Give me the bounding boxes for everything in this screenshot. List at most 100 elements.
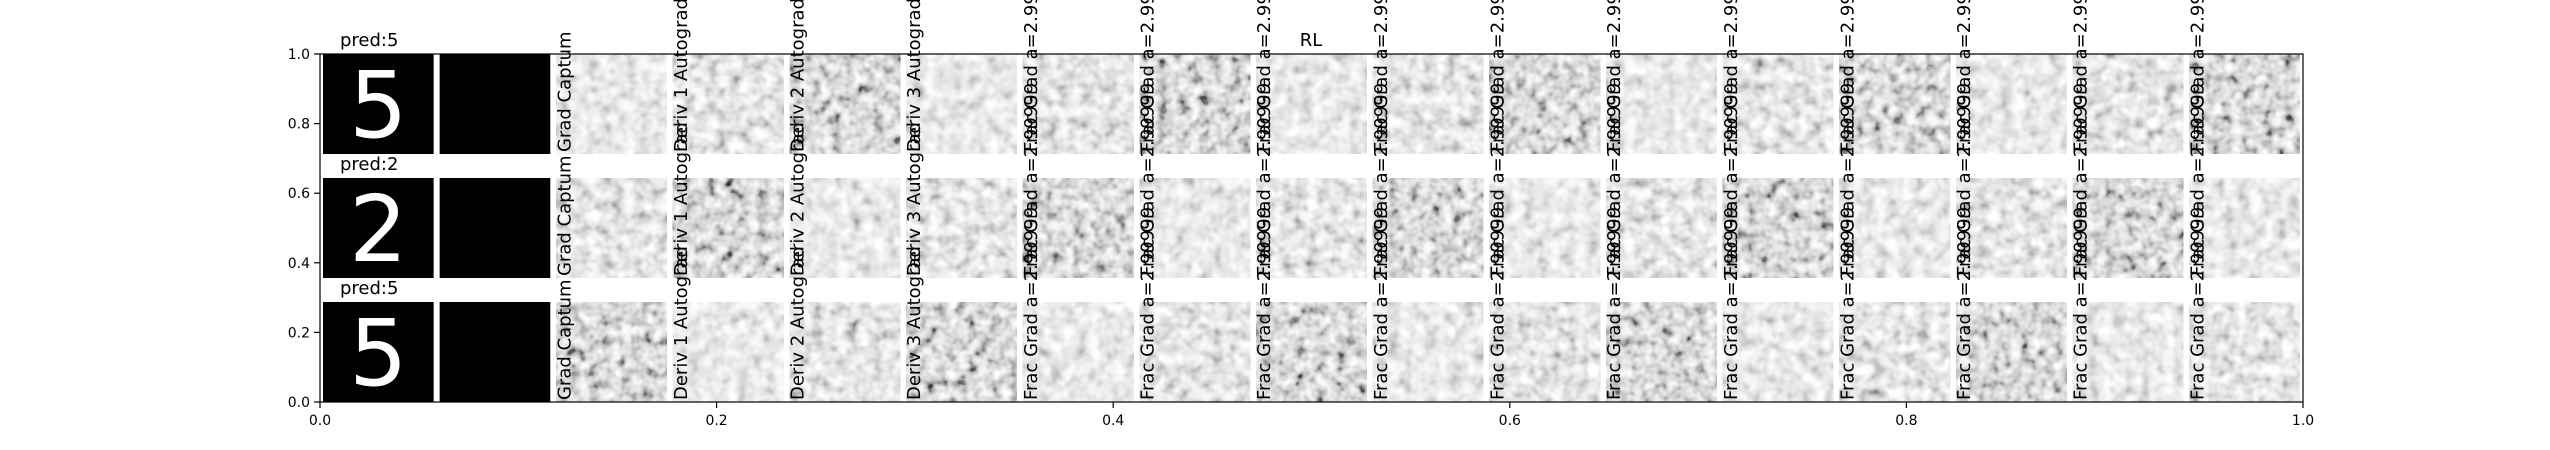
column-label: Frac Grad a=2.99999 — [1021, 83, 1042, 276]
y-tick-label: 0.4 — [288, 256, 310, 272]
attribution-heatmap — [1489, 54, 1601, 154]
attribution-heatmap — [789, 302, 901, 402]
column-label: Frac Grad a=2.99999 — [2071, 0, 2092, 152]
x-tick-label: 0.2 — [705, 413, 727, 429]
prediction-label: pred:5 — [340, 30, 398, 51]
zero-grad-image — [439, 302, 551, 402]
y-tick-label: 1.0 — [288, 47, 310, 63]
column-label: Deriv 1 Autograd — [671, 246, 692, 400]
attribution-heatmap — [2189, 54, 2300, 154]
column-label: Grad Captum — [554, 155, 575, 276]
chart-title: RL — [1300, 30, 1323, 51]
column-label: Frac Grad a=2.99999 — [1721, 83, 1742, 276]
column-label: Frac Grad a=2.99999 — [1954, 0, 1975, 152]
column-label: Deriv 3 Autograd — [904, 122, 925, 276]
column-label: Frac Grad a=2.99999 — [1487, 207, 1508, 400]
column-label: Frac Grad a=2.99999 — [1604, 207, 1625, 400]
zero-grad-image — [439, 178, 551, 278]
y-tick-label: 0.2 — [288, 325, 310, 341]
column-label: Deriv 1 Autograd — [671, 122, 692, 276]
attribution-heatmap — [556, 178, 667, 278]
column-label: Frac Grad a=2.99999 — [1604, 83, 1625, 276]
column-label: Frac Grad a=2.99999 — [1254, 207, 1275, 400]
column-label: Zero Grad — [438, 61, 459, 152]
attribution-heatmap — [1722, 54, 1834, 154]
attribution-heatmap — [1606, 302, 1717, 402]
column-label: Frac Grad a=2.99999 — [1371, 83, 1392, 276]
attribution-heatmap — [1722, 302, 1834, 402]
attribution-heatmap — [1722, 178, 1834, 278]
attribution-heatmap — [1372, 302, 1484, 402]
digit-glyph: 5 — [349, 52, 408, 159]
column-label: Frac Grad a=2.99999 — [1254, 83, 1275, 276]
column-label: Frac Grad a=2.99999 — [2187, 207, 2208, 400]
column-label: Frac Grad a=2.99999 — [1837, 207, 1858, 400]
attribution-heatmap — [1839, 178, 1951, 278]
attribution-heatmap — [672, 54, 784, 154]
attribution-heatmap — [789, 54, 901, 154]
attribution-heatmap — [1139, 178, 1251, 278]
axes-frame — [319, 53, 2304, 403]
column-label: Frac Grad a=2.99999 — [1954, 83, 1975, 276]
prediction-label: pred:5 — [340, 278, 398, 299]
column-label: Frac Grad a=2.99999 — [2071, 83, 2092, 276]
attribution-heatmap — [1022, 302, 1134, 402]
attribution-heatmap — [1956, 54, 2067, 154]
column-label: Zero Grad — [438, 309, 459, 400]
attribution-heatmap — [789, 178, 901, 278]
attribution-heatmap — [1139, 302, 1251, 402]
x-tick-label: 1.0 — [2292, 413, 2314, 429]
attribution-heatmap — [2072, 178, 2184, 278]
attribution-heatmap — [906, 302, 1017, 402]
attribution-heatmap — [556, 302, 667, 402]
y-tick-label: 0.8 — [288, 117, 310, 133]
attribution-heatmap — [1139, 54, 1251, 154]
attribution-heatmap — [1489, 302, 1601, 402]
attribution-heatmap — [1956, 178, 2067, 278]
attribution-heatmap — [672, 302, 784, 402]
column-label: Frac Grad a=2.99999 — [1487, 83, 1508, 276]
x-tick-label: 0.8 — [1895, 413, 1917, 429]
digit-glyph: 2 — [349, 176, 408, 283]
column-label: Frac Grad a=2.99999 — [2187, 0, 2208, 152]
column-label: Frac Grad a=2.99999 — [1021, 0, 1042, 152]
digit-image — [323, 54, 434, 154]
attribution-heatmap — [556, 54, 667, 154]
column-label: Frac Grad a=2.99999 — [1371, 207, 1392, 400]
column-label: Frac Grad a=2.99999 — [1487, 0, 1508, 152]
x-axis: 0.0 0.2 0.4 0.6 0.8 1.0 — [309, 402, 2314, 429]
attribution-heatmap — [1839, 54, 1951, 154]
attribution-heatmap — [1256, 178, 1367, 278]
column-label: Frac Grad a=2.99999 — [1021, 207, 1042, 400]
attribution-heatmap — [1606, 54, 1717, 154]
column-label: Frac Grad a=2.99999 — [1138, 83, 1159, 276]
attribution-heatmap — [1606, 178, 1717, 278]
attribution-heatmap — [1022, 178, 1134, 278]
column-label: Grad Captum — [554, 279, 575, 400]
y-tick-label: 0.0 — [288, 395, 310, 411]
column-label: Frac Grad a=2.99999 — [1721, 0, 1742, 152]
x-tick-label: 0.4 — [1102, 413, 1124, 429]
attribution-heatmap — [2072, 54, 2184, 154]
attribution-heatmap — [1372, 178, 1484, 278]
column-label: Frac Grad a=2.99999 — [1371, 0, 1392, 152]
attribution-heatmap — [2189, 178, 2300, 278]
attribution-heatmap — [672, 178, 784, 278]
column-label: Frac Grad a=2.99999 — [1604, 0, 1625, 152]
column-label: Deriv 2 Autograd — [788, 0, 809, 152]
column-label: Deriv 3 Autograd — [904, 246, 925, 400]
column-label: Grad Captum — [554, 31, 575, 152]
attribution-heatmap — [1022, 54, 1134, 154]
digit-image — [323, 302, 434, 402]
x-tick-label: 0.0 — [309, 413, 331, 429]
column-label: Frac Grad a=2.99999 — [1138, 207, 1159, 400]
column-label: Frac Grad a=2.99999 — [1254, 0, 1275, 152]
column-label: Frac Grad a=2.99999 — [1837, 83, 1858, 276]
panel-labels: pred:5 Zero Grad Grad Captum Deriv 1 Autogr… — [340, 0, 2208, 400]
column-label: Deriv 2 Autograd — [788, 122, 809, 276]
column-label: Deriv 2 Autograd — [788, 246, 809, 400]
image-panels: 5 2 5 — [323, 52, 2300, 402]
x-tick-label: 0.6 — [1499, 413, 1521, 429]
attribution-heatmap — [1956, 302, 2067, 402]
